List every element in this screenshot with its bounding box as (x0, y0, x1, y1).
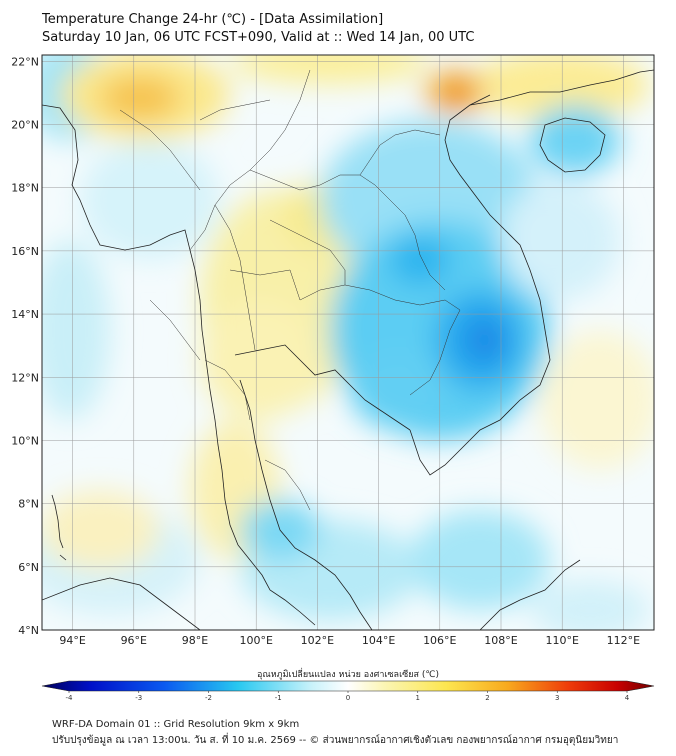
latitude-tick-label: 4°N (18, 624, 39, 637)
latitude-tick-label: 18°N (11, 182, 39, 195)
longitude-tick-label: 108°E (484, 634, 517, 647)
latitude-tick-label: 20°N (11, 119, 39, 132)
longitude-tick-label: 96°E (121, 634, 147, 647)
longitude-labels: 94°E 96°E 98°E 100°E 102°E 104°E 106°E 108°E 110… (59, 634, 640, 647)
model-info: WRF-DA Domain 01 :: Grid Resolution 9km … (52, 719, 300, 730)
latitude-tick-label: 14°N (11, 308, 39, 321)
colorbar (41, 680, 655, 692)
country-borders (119, 69, 461, 511)
longitude-tick-label: 106°E (423, 634, 456, 647)
latitude-tick-label: 6°N (18, 561, 39, 574)
latitude-tick-label: 22°N (11, 55, 39, 68)
colorbar-tick-label: -4 (66, 694, 74, 702)
latitude-tick-label: 16°N (11, 245, 39, 258)
longitude-tick-label: 112°E (607, 634, 640, 647)
colorbar-ticks: -4 -3 -2 -1 0 1 2 3 4 (66, 691, 630, 702)
latitude-labels: 22°N 20°N 18°N 16°N 14°N 12°N 10°N 8°N 6°N 4°N (11, 55, 39, 637)
map-frame (41, 54, 655, 631)
longitude-tick-label: 94°E (59, 634, 85, 647)
colorbar-tick-label: 4 (625, 694, 630, 702)
longitude-tick-label: 104°E (362, 634, 395, 647)
longitude-tick-label: 98°E (182, 634, 208, 647)
colorbar-tick-label: 2 (485, 694, 489, 702)
map-subtitle: Saturday 10 Jan, 06 UTC FCST+090, Valid … (42, 30, 475, 45)
latitude-tick-label: 8°N (18, 498, 39, 511)
colorbar-tick-label: -2 (205, 694, 212, 702)
latitude-tick-label: 10°N (11, 434, 39, 447)
update-info: ปรับปรุงข้อมูล ณ เวลา 13:00น. วัน ส. ที่… (52, 735, 619, 746)
longitude-tick-label: 102°E (301, 634, 334, 647)
longitude-tick-label: 100°E (239, 634, 272, 647)
colorbar-tick-label: 0 (346, 694, 350, 702)
colorbar-tick-label: -1 (275, 694, 282, 702)
latitude-tick-label: 12°N (11, 371, 39, 384)
longitude-tick-label: 110°E (545, 634, 578, 647)
temperature-field (42, 55, 654, 630)
map-title: Temperature Change 24-hr (℃) - [Data Ass… (42, 12, 384, 27)
colorbar-title: อุณหภูมิเปลี่ยนแปลง หน่วย องศาเซลเซียส (… (257, 667, 439, 680)
colorbar-tick-label: 1 (416, 694, 420, 702)
colorbar-tick-label: 3 (555, 694, 559, 702)
coastlines (42, 69, 654, 630)
colorbar-tick-label: -3 (135, 694, 142, 702)
